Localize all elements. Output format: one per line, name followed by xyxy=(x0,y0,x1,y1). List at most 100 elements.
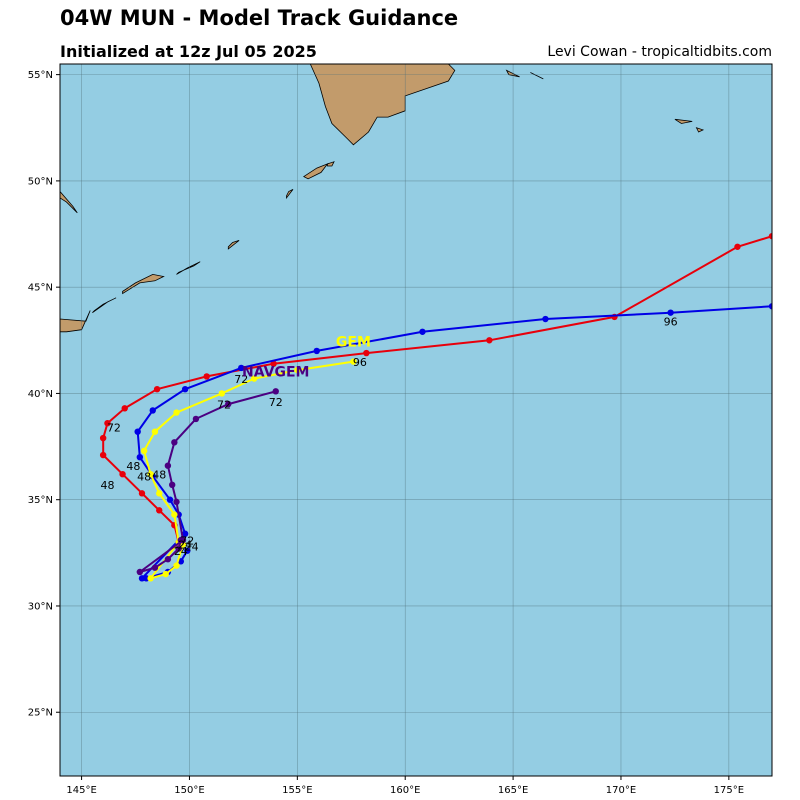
track-point xyxy=(119,470,126,478)
track-point xyxy=(768,303,772,310)
y-tick-label: 45°N xyxy=(28,283,53,294)
track-hour-label: 72 xyxy=(107,422,121,435)
x-tick-label: 175°E xyxy=(714,785,744,796)
track-point xyxy=(173,409,180,416)
track-point xyxy=(162,570,169,578)
track-hour-label: 72 xyxy=(269,396,283,409)
track-point xyxy=(138,575,146,582)
track-point xyxy=(151,564,159,571)
track-point xyxy=(153,385,161,393)
land-attu xyxy=(674,118,693,124)
cluster-hour-label: 24 xyxy=(178,539,192,552)
y-tick-label: 55°N xyxy=(28,70,53,81)
track-point xyxy=(136,453,144,461)
track-point xyxy=(166,496,174,503)
track-point xyxy=(238,364,245,372)
track-point xyxy=(294,366,301,374)
track-point xyxy=(99,451,107,459)
ocean-background xyxy=(60,64,772,776)
track-point xyxy=(203,373,210,380)
track-hour-label: 96 xyxy=(353,356,367,369)
track-point xyxy=(486,337,493,344)
cluster-hour-label: 72 xyxy=(180,534,194,547)
track-point xyxy=(350,358,357,365)
track-point xyxy=(151,428,159,435)
model-label-navgem: NAVGEM xyxy=(242,364,309,380)
track-point xyxy=(104,419,111,427)
track-hour-label: 96 xyxy=(664,315,678,328)
land-iturup xyxy=(122,273,165,295)
track-point xyxy=(734,243,741,250)
track-point xyxy=(156,507,163,514)
x-tick-label: 145°E xyxy=(66,785,96,796)
land-simushir xyxy=(227,240,240,250)
land-kunashir xyxy=(92,297,117,314)
track-point xyxy=(181,530,189,537)
land-commander-bering xyxy=(530,72,544,80)
track-point xyxy=(218,390,226,397)
track-point xyxy=(164,556,172,563)
y-tick-label: 40°N xyxy=(28,389,53,400)
track-point xyxy=(175,545,182,552)
track-point xyxy=(363,349,370,357)
track-point xyxy=(272,388,279,395)
x-tick-label: 155°E xyxy=(282,785,312,796)
y-tick-label: 35°N xyxy=(28,495,53,506)
chart-title: 04W MUN - Model Track Guidance xyxy=(60,6,459,30)
track-point xyxy=(156,490,163,497)
track-point xyxy=(542,315,549,323)
track-point xyxy=(768,232,772,240)
track-point xyxy=(171,439,178,446)
y-tick-label: 25°N xyxy=(28,708,53,719)
x-tick-label: 170°E xyxy=(606,785,636,796)
track-point xyxy=(184,547,191,554)
track-hour-label: 48 xyxy=(100,479,114,492)
plot-frame xyxy=(59,63,773,777)
track-hour-label: 48 xyxy=(137,471,151,484)
track-point xyxy=(121,405,128,412)
credit-text: Levi Cowan - tropicaltidbits.com xyxy=(547,44,772,60)
track-point xyxy=(270,360,277,367)
track-point xyxy=(136,568,144,576)
land-shumshu xyxy=(327,161,335,167)
track-point xyxy=(134,428,141,435)
track-point xyxy=(313,347,320,355)
track-point xyxy=(99,434,107,442)
land-kamchatka xyxy=(309,64,456,146)
track-point xyxy=(147,575,154,582)
track-point xyxy=(173,498,180,506)
track-point xyxy=(147,470,154,478)
track-point xyxy=(179,536,187,544)
track-hour-label: 48 xyxy=(152,468,166,481)
land-agattu xyxy=(695,127,705,133)
track-point xyxy=(250,375,258,382)
land-onekotan xyxy=(286,189,294,200)
land-urup xyxy=(176,261,201,275)
track-hour-label: 72 xyxy=(217,398,231,411)
x-tick-label: 150°E xyxy=(174,785,204,796)
track-point xyxy=(171,511,178,518)
cluster-hour-label: 24 xyxy=(174,545,188,558)
chart-subtitle: Initialized at 12z Jul 05 2025 xyxy=(60,42,317,61)
x-tick-label: 160°E xyxy=(390,785,420,796)
x-tick-label: 165°E xyxy=(498,785,528,796)
track-point xyxy=(181,385,189,393)
track-point xyxy=(192,415,200,423)
cluster-hour-label: 24 xyxy=(185,541,199,554)
track-hour-label: 72 xyxy=(234,373,248,386)
land-sakhalin-tip xyxy=(60,190,78,214)
track-point xyxy=(667,309,674,316)
y-tick-label: 30°N xyxy=(28,601,53,612)
track-point xyxy=(168,481,176,489)
track-hour-label: 48 xyxy=(126,460,140,473)
model-label-gem: GEM xyxy=(336,335,371,351)
track-point xyxy=(138,490,146,497)
track-point xyxy=(225,400,232,408)
y-tick-label: 50°N xyxy=(28,176,53,187)
track-point xyxy=(149,407,156,414)
track-point xyxy=(164,462,172,469)
land-paramushir xyxy=(303,163,329,180)
track-point xyxy=(419,328,426,335)
